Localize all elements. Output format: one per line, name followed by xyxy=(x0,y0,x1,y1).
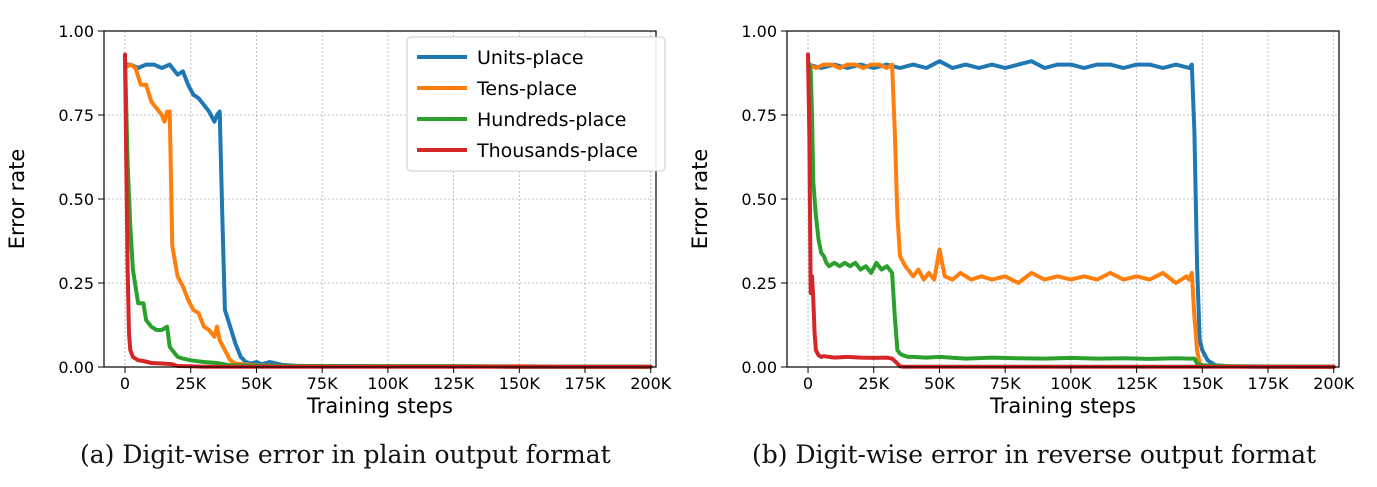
caption-plain-format: (a) Digit-wise error in plain output for… xyxy=(80,440,611,469)
reverse-xtick-label-8: 200K xyxy=(1313,374,1355,393)
plain-x-axis-title: Training steps xyxy=(306,394,453,418)
reverse-series-tens-line xyxy=(806,62,1336,369)
plain-xtick-label-7: 175K xyxy=(565,374,607,393)
reverse-xtick-label-2: 50K xyxy=(924,374,955,393)
plain-xtick-label-1: 25K xyxy=(175,374,206,393)
plain-xtick-label-4: 100K xyxy=(367,374,409,393)
reverse-xtick-label-3: 75K xyxy=(990,374,1021,393)
plain-ytick-label-1: 0.25 xyxy=(58,274,94,293)
reverse-xtick-label-5: 125K xyxy=(1116,374,1158,393)
plain-xtick-label-5: 125K xyxy=(433,374,475,393)
plain-xtick-label-2: 50K xyxy=(241,374,272,393)
reverse-x-axis-title: Training steps xyxy=(989,394,1136,418)
reverse-xtick-label-6: 150K xyxy=(1182,374,1224,393)
plain-ytick-label-4: 1.00 xyxy=(58,22,94,41)
reverse-series-units-line xyxy=(806,59,1336,369)
reverse-xtick-label-0: 0 xyxy=(803,374,813,393)
chart-reverse-format: 0 25K 50K 75K 100K 125K 150K 175K 200K 0.00 0.25 0.… xyxy=(688,22,1355,418)
plain-legend-label-thousands: Thousands-place xyxy=(476,140,638,162)
caption-reverse-format: (b) Digit-wise error in reverse output f… xyxy=(752,440,1317,469)
plain-legend-label-units: Units-place xyxy=(477,47,584,69)
plain-legend-label-tens: Tens-place xyxy=(476,78,577,100)
reverse-ytick-label-4: 1.00 xyxy=(741,22,777,41)
chart-plain-format: 0 25K 50K 75K 100K 125K 150K 175K 200K 0.00 0.25 0.… xyxy=(5,22,672,418)
reverse-xtick-label-4: 100K xyxy=(1050,374,1092,393)
plain-ytick-label-2: 0.50 xyxy=(58,190,94,209)
plain-legend-box xyxy=(406,36,666,172)
plain-legend-label-hundreds: Hundreds-place xyxy=(477,109,626,131)
plain-xtick-label-6: 150K xyxy=(499,374,541,393)
plain-ytick-label-3: 0.75 xyxy=(58,106,94,125)
reverse-y-axis-title: Error rate xyxy=(688,149,712,250)
reverse-xtick-label-1: 25K xyxy=(858,374,889,393)
plain-y-axis-title: Error rate xyxy=(5,149,29,250)
plain-xtick-label-3: 75K xyxy=(307,374,338,393)
reverse-ytick-label-0: 0.00 xyxy=(741,358,777,377)
reverse-ytick-label-1: 0.25 xyxy=(741,274,777,293)
reverse-xtick-label-7: 175K xyxy=(1248,374,1290,393)
reverse-ytick-label-3: 0.75 xyxy=(741,106,777,125)
reverse-series-hundreds-line xyxy=(806,59,1336,369)
plain-ytick-label-0: 0.00 xyxy=(58,358,94,377)
plain-xtick-label-8: 200K xyxy=(630,374,672,393)
reverse-ytick-label-2: 0.50 xyxy=(741,190,777,209)
plain-xtick-label-0: 0 xyxy=(120,374,130,393)
